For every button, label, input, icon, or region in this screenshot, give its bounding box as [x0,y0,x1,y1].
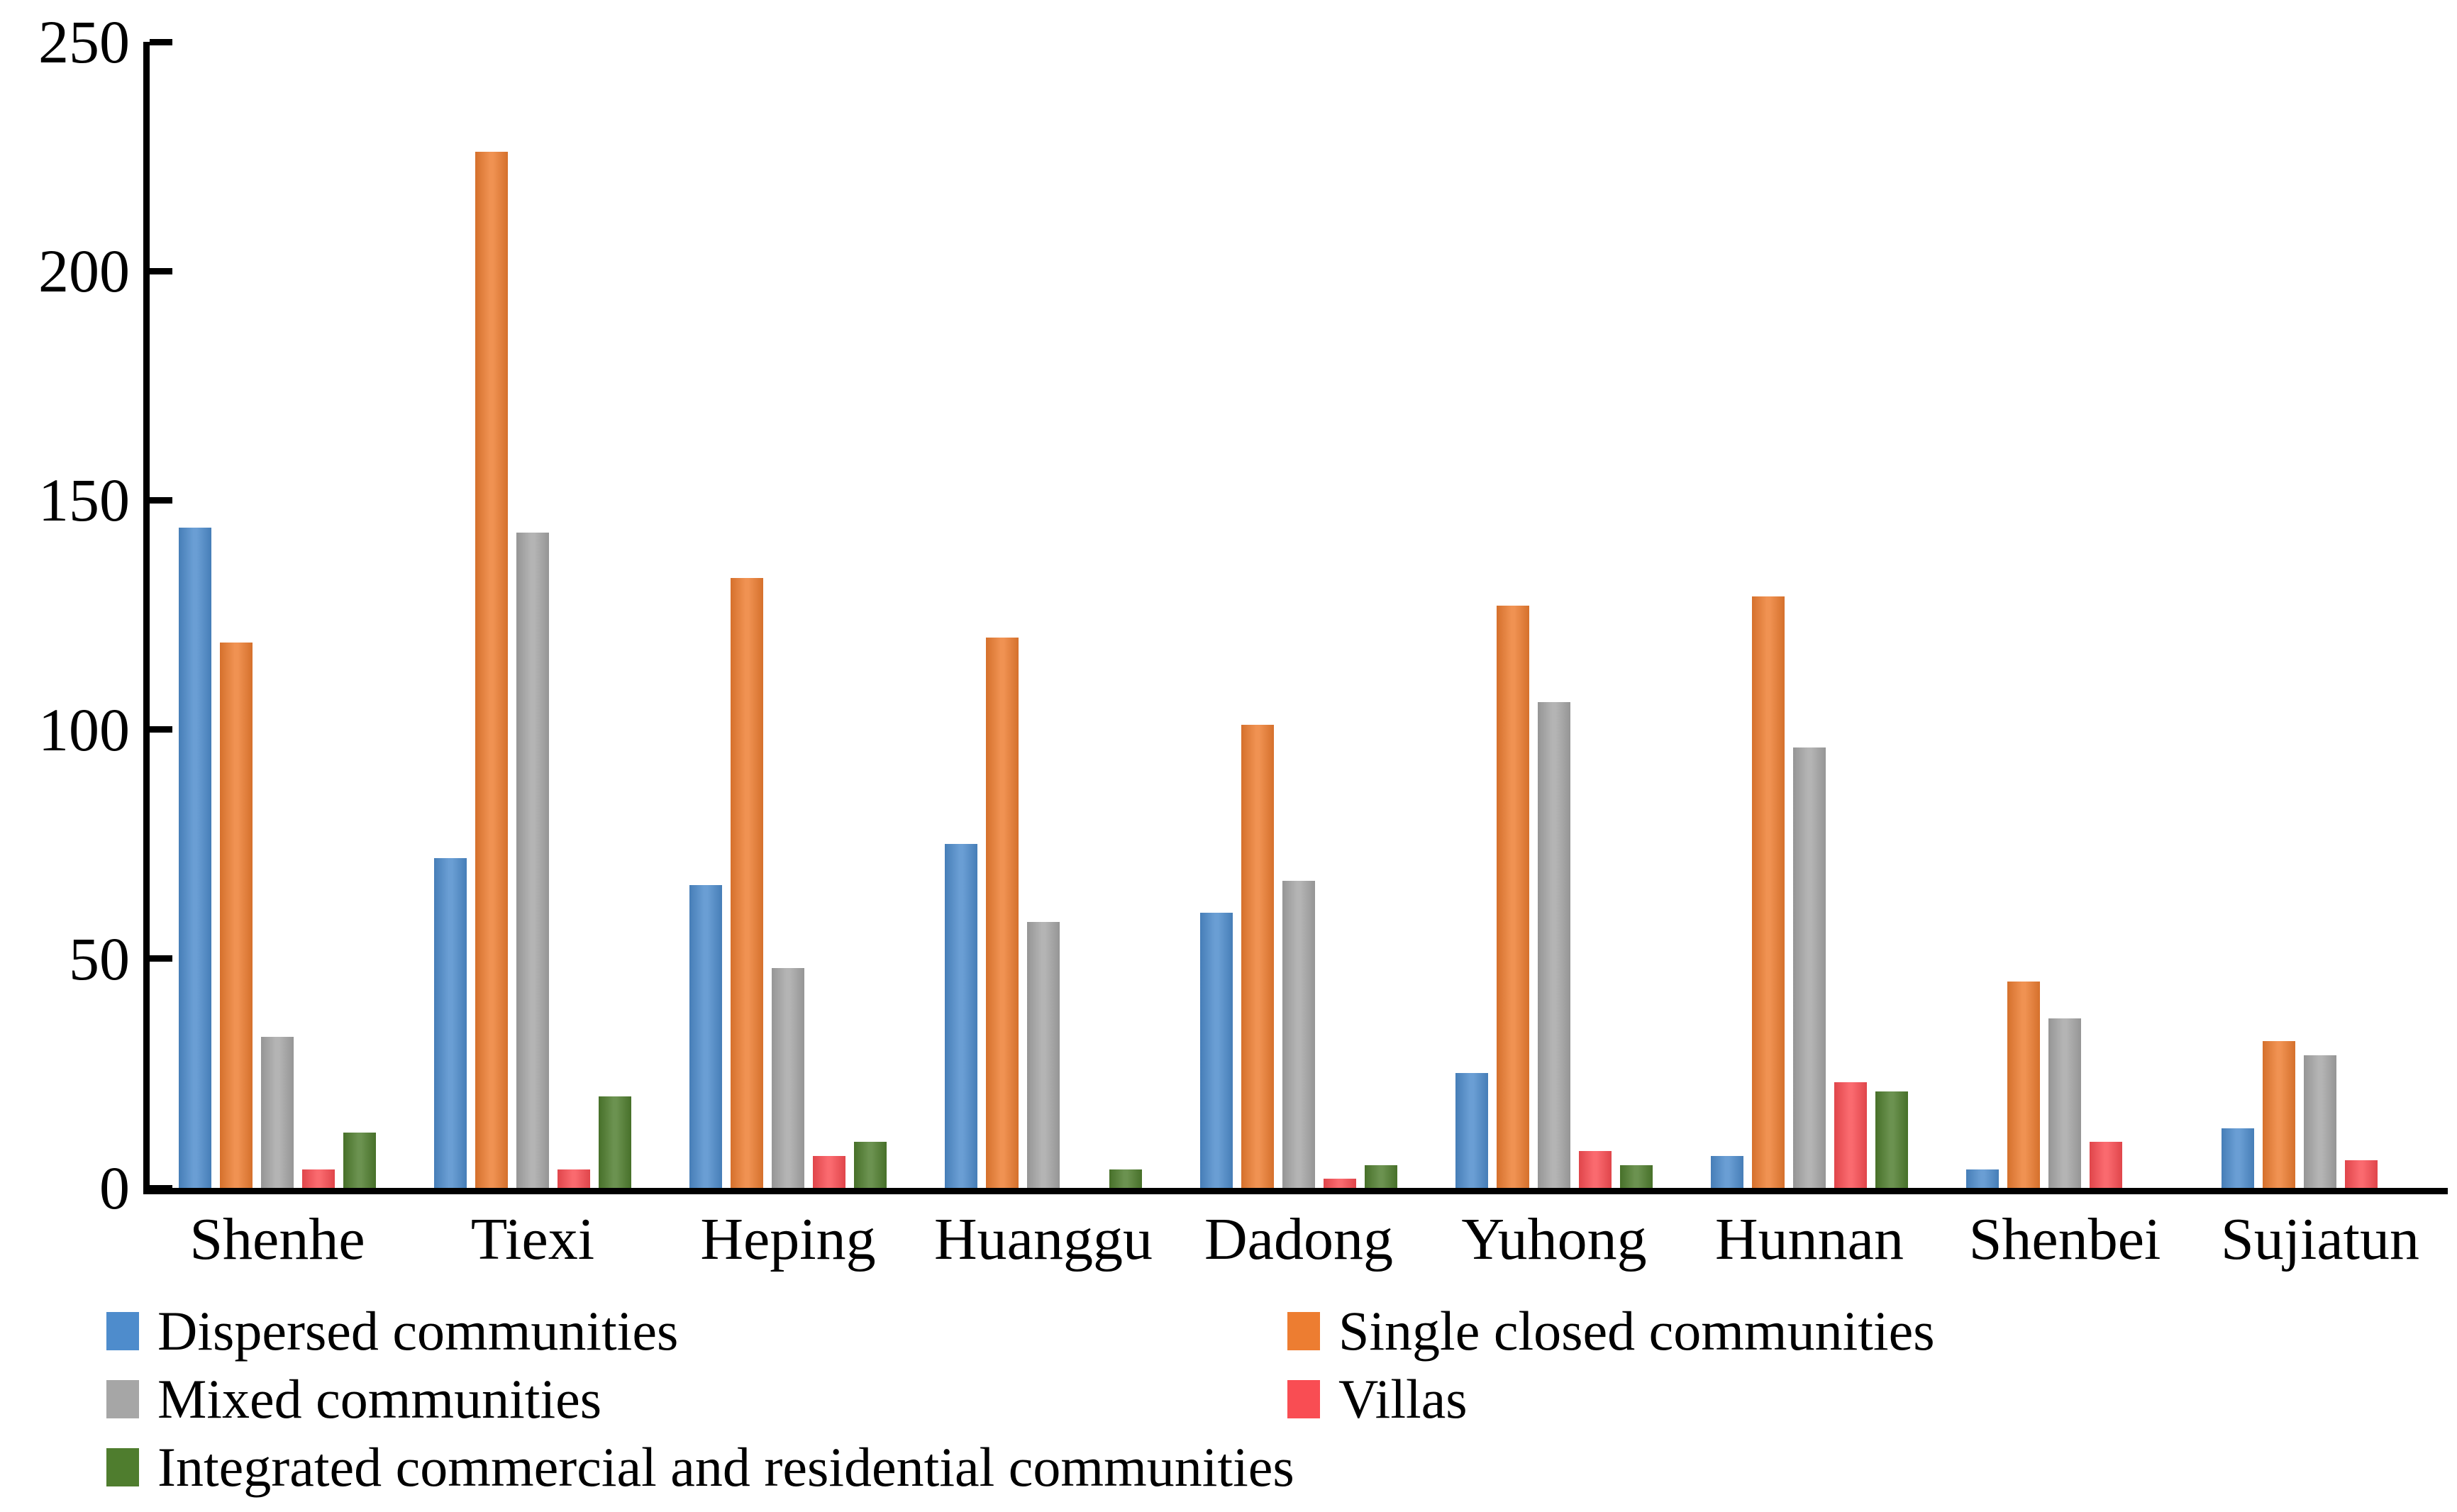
bar-villas-sujiatun [2345,1160,2378,1188]
bar-integrated-huanggu [1109,1169,1142,1188]
y-tick-mark [150,38,172,45]
bar-mixed-shenbei [2048,1018,2081,1189]
y-tick-mark [150,1184,172,1191]
legend-label: Integrated commercial and residential co… [157,1436,1294,1499]
bar-dispersed-shenbei [1966,1169,1999,1188]
bar-villas-dadong [1324,1179,1356,1188]
y-tick-mark [150,267,172,274]
bar-single-hunnan [1752,596,1785,1188]
bar-integrated-tiexi [599,1096,631,1189]
x-label-shenhe: Shenhe [189,1206,365,1272]
bar-single-shenbei [2007,982,2040,1188]
y-tick-mark [150,726,172,733]
y-tick-label: 150 [38,466,130,535]
bar-single-huanggu [986,638,1019,1188]
x-label-dadong: Dadong [1204,1206,1393,1272]
bar-villas-heping [813,1155,845,1189]
x-label-yuhong: Yuhong [1461,1206,1647,1272]
legend: Dispersed communities Single closed commu… [106,1302,2419,1496]
x-label-sujiatun: Sujiatun [2220,1206,2419,1272]
legend-item-single: Single closed communities [1287,1302,2419,1360]
bar-single-tiexi [475,152,508,1188]
bar-mixed-tiexi [516,532,549,1189]
legend-label: Single closed communities [1338,1300,1935,1362]
legend-item-mixed: Mixed communities [106,1370,1287,1428]
x-label-tiexi: Tiexi [470,1206,595,1272]
bar-integrated-shenhe [343,1133,376,1188]
bar-integrated-yuhong [1620,1164,1653,1189]
x-label-hunnan: Hunnan [1715,1206,1904,1272]
bar-group-shenhe [150,42,405,1189]
legend-swatch-icon [106,1448,139,1486]
bar-dispersed-huanggu [945,844,977,1188]
bar-single-sujiatun [2263,1041,2295,1188]
legend-swatch-icon [1287,1380,1320,1418]
legend-swatch-icon [1287,1312,1320,1350]
bar-dispersed-yuhong [1455,1073,1488,1188]
x-label-huanggu: Huanggu [934,1206,1153,1272]
bar-group-yuhong [1426,42,1682,1189]
bar-mixed-heping [772,967,804,1189]
legend-item-integrated: Integrated commercial and residential co… [106,1438,1294,1496]
y-tick-label: 100 [38,695,130,764]
bar-group-heping [660,42,916,1189]
bar-group-dadong [1171,42,1426,1189]
bar-dispersed-shenhe [179,528,211,1188]
bar-group-hunnan [1682,42,1937,1189]
y-tick-mark [150,496,172,504]
legend-item-villas: Villas [1287,1370,2419,1428]
bar-integrated-hunnan [1875,1091,1908,1188]
legend-swatch-icon [106,1312,139,1350]
bar-mixed-shenhe [261,1036,294,1189]
bar-single-shenhe [220,642,253,1189]
bar-mixed-hunnan [1793,747,1826,1188]
bar-integrated-dadong [1365,1164,1397,1189]
x-label-heping: Heping [700,1206,876,1272]
bar-integrated-heping [854,1142,887,1188]
bar-dispersed-hunnan [1711,1155,1743,1189]
y-tick-mark [150,955,172,962]
y-tick-label: 200 [38,237,130,306]
bar-dispersed-tiexi [434,857,467,1189]
legend-label: Villas [1338,1368,1468,1430]
bar-group-tiexi [405,42,660,1189]
legend-item-dispersed: Dispersed communities [106,1302,1287,1360]
x-label-shenbei: Shenbei [1968,1206,2161,1272]
bar-mixed-dadong [1282,880,1315,1189]
bar-single-heping [731,578,763,1188]
bar-villas-hunnan [1834,1082,1867,1188]
bar-dispersed-sujiatun [2222,1128,2254,1189]
bar-mixed-sujiatun [2304,1055,2336,1189]
legend-label: Mixed communities [157,1368,602,1430]
bar-group-huanggu [916,42,1171,1188]
bar-villas-yuhong [1579,1151,1612,1188]
bar-villas-shenhe [302,1169,335,1188]
bar-group-sujiatun [2192,42,2448,1189]
y-tick-label: 0 [99,1154,130,1222]
bar-villas-shenbei [2090,1142,2122,1188]
legend-swatch-icon [106,1380,139,1418]
legend-label: Dispersed communities [157,1300,679,1362]
plot-area: 0 50 100 150 200 250 Shenhe Tiexi Heping Huanggu… [38,11,2448,1269]
bar-dispersed-heping [689,885,722,1188]
bar-villas-tiexi [558,1169,590,1188]
bar-dispersed-dadong [1200,913,1233,1188]
bar-single-yuhong [1497,606,1529,1188]
bar-single-dadong [1241,725,1274,1188]
bar-mixed-yuhong [1538,701,1570,1189]
x-axis-labels: Shenhe Tiexi Heping Huanggu Dadong Yuhong Hunn… [150,1194,2448,1269]
y-tick-label: 50 [69,924,130,993]
y-tick-label: 250 [38,8,130,76]
bar-mixed-huanggu [1027,922,1060,1188]
bar-group-shenbei [1937,42,2192,1189]
bar-groups [150,42,2448,1189]
